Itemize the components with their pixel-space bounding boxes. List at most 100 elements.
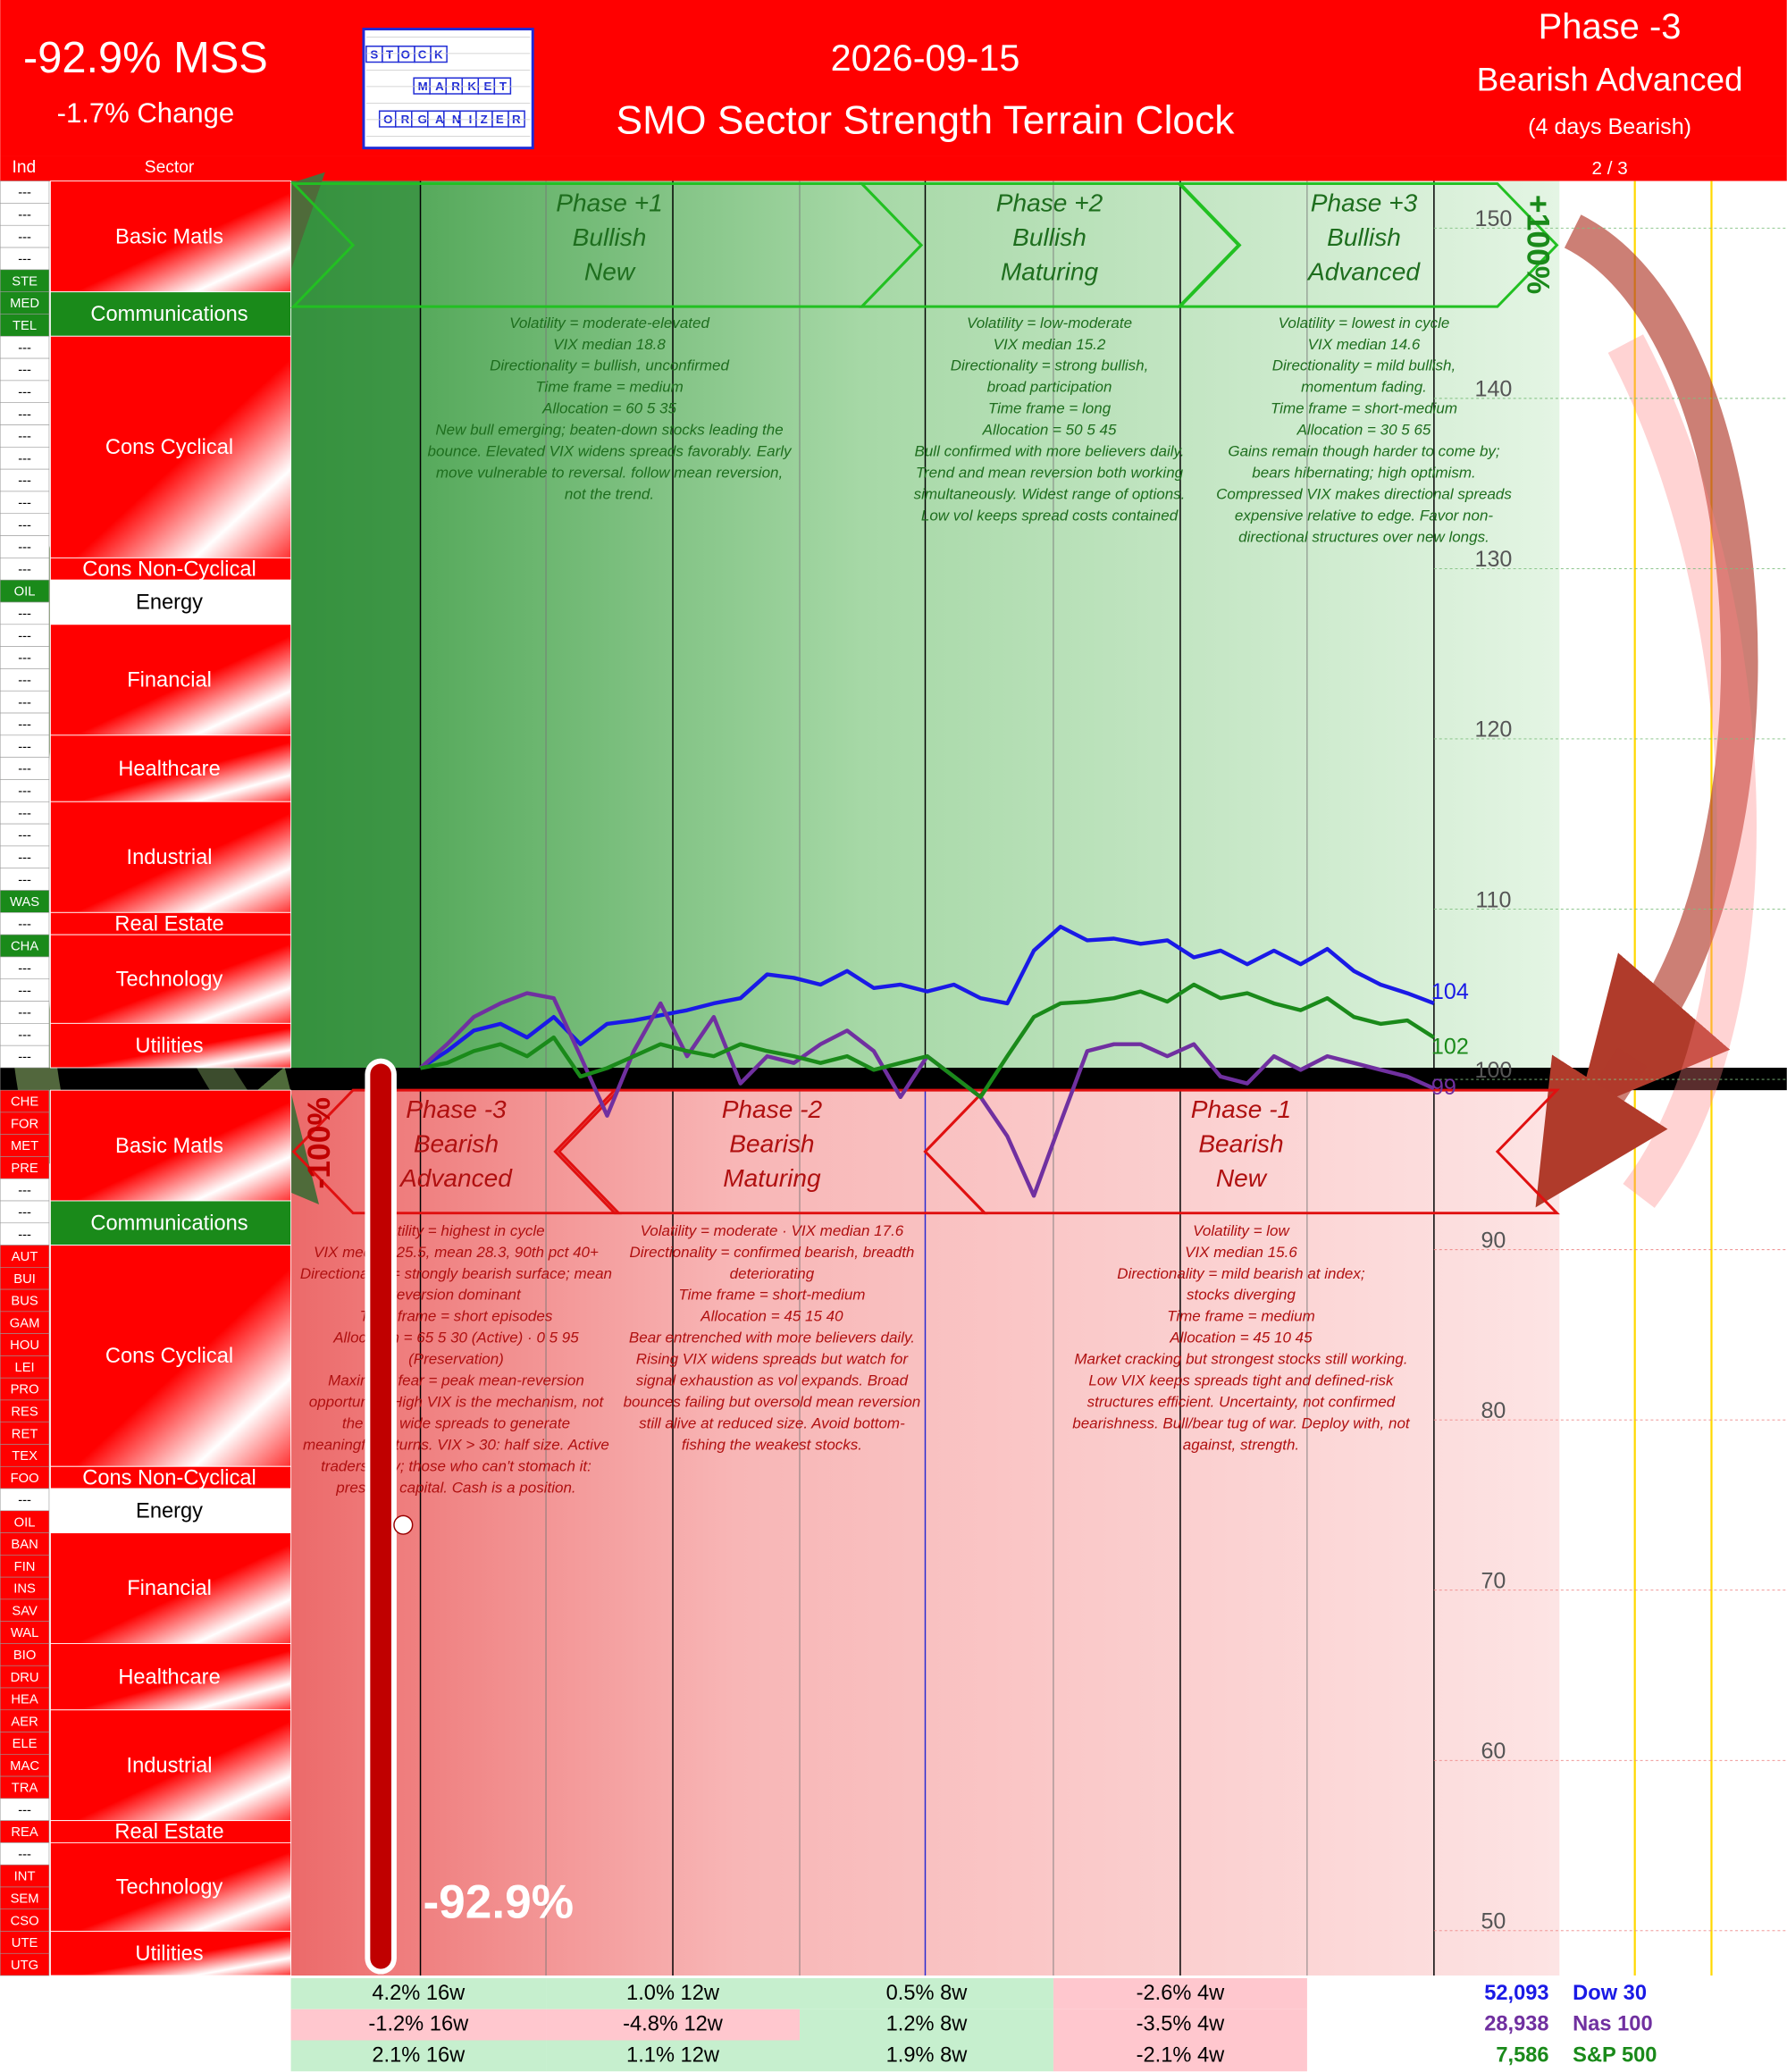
date: 2026-09-15 bbox=[831, 38, 1020, 79]
phase-note: stocks diverging bbox=[1187, 1287, 1296, 1304]
phase-note: VIX median 18.8 bbox=[553, 336, 666, 353]
gauge-value: -92.9% bbox=[423, 1876, 574, 1929]
sector-label: Cons Cyclical bbox=[105, 1345, 233, 1368]
ind-label: GAM bbox=[10, 1316, 40, 1330]
phase-note: Allocation = 60 5 35 bbox=[541, 400, 676, 417]
phase-note: Allocation = 45 10 45 bbox=[1169, 1330, 1313, 1346]
phase-note: against, strength. bbox=[1183, 1436, 1299, 1453]
ind-label: ELE bbox=[13, 1737, 38, 1751]
index-name: Dow 30 bbox=[1573, 1982, 1647, 2005]
scale-bottom: -100% bbox=[301, 1097, 337, 1189]
ind-cell bbox=[0, 1732, 50, 1755]
return-label: 1.0% 12w bbox=[626, 1982, 720, 2005]
ind-cell bbox=[0, 468, 50, 492]
ind-label: --- bbox=[18, 1803, 31, 1817]
ind-label: --- bbox=[18, 385, 31, 399]
sector-cell bbox=[49, 291, 292, 337]
ind-label: CSO bbox=[11, 1914, 39, 1928]
phase-note: opportunity. High VIX is the mechanism, … bbox=[309, 1394, 605, 1411]
ind-label: CHE bbox=[11, 1095, 38, 1110]
phase-title: Phase -1 bbox=[1191, 1095, 1291, 1123]
phase-title: Phase -2 bbox=[722, 1095, 823, 1123]
ind-cell bbox=[0, 1178, 50, 1202]
ind-label: OIL bbox=[14, 1515, 36, 1530]
ind-label: --- bbox=[18, 740, 31, 754]
ind-label: --- bbox=[18, 1028, 31, 1043]
phase-mood: Bearish bbox=[414, 1130, 499, 1158]
ind-cell bbox=[0, 447, 50, 470]
phase-note: structures efficient. Uncertainty, not c… bbox=[1087, 1394, 1396, 1411]
ind-label: PRE bbox=[11, 1162, 38, 1176]
phase-arrow bbox=[1177, 182, 1559, 308]
ind-label: --- bbox=[18, 1206, 31, 1221]
phase-note: Volatility = lowest in cycle bbox=[1279, 315, 1450, 331]
ind-cell bbox=[0, 180, 50, 204]
phase-stage: Maturing bbox=[723, 1164, 821, 1192]
ind-label: SAV bbox=[12, 1604, 38, 1618]
ind-cell bbox=[0, 1488, 50, 1512]
sector-label: Utilities bbox=[135, 1942, 203, 1966]
ind-cell bbox=[0, 1532, 50, 1556]
ind-cell bbox=[0, 1952, 50, 1976]
y-tick-label: 70 bbox=[1481, 1569, 1506, 1594]
ind-cell bbox=[0, 690, 50, 714]
index-name: Nas 100 bbox=[1573, 2013, 1652, 2036]
ind-label: DRU bbox=[11, 1671, 39, 1685]
phase-note: Directionality = confirmed bearish, brea… bbox=[629, 1244, 914, 1261]
sector-cell bbox=[49, 180, 292, 293]
phase-note: expensive relative to edge. Favor non- bbox=[1235, 507, 1494, 524]
return-cell bbox=[290, 2040, 547, 2072]
sector-cell bbox=[49, 734, 292, 802]
sector-cell bbox=[49, 1709, 292, 1822]
return-cell bbox=[799, 2040, 1053, 2072]
phase-note: Directionality = mild bearish at index; bbox=[1117, 1265, 1365, 1282]
ind-label: --- bbox=[18, 762, 31, 776]
ind-label: TEX bbox=[12, 1449, 38, 1464]
ind-label: REA bbox=[11, 1825, 38, 1840]
ind-label: --- bbox=[18, 1184, 31, 1198]
ind-cell bbox=[0, 1156, 50, 1179]
ind-label: --- bbox=[18, 364, 31, 378]
logo-cell bbox=[493, 77, 512, 95]
ind-label: INS bbox=[13, 1582, 36, 1597]
ind-label: --- bbox=[18, 253, 31, 267]
phase-days: (4 days Bearish) bbox=[1528, 114, 1691, 139]
ind-cell bbox=[0, 1444, 50, 1467]
ind-label: BUS bbox=[11, 1295, 38, 1309]
return-label: -3.5% 4w bbox=[1137, 2013, 1226, 2036]
phase-note: Time frame = short-medium bbox=[678, 1287, 865, 1304]
phase-arrow bbox=[291, 1088, 622, 1215]
phase-note: Volatility = low-moderate bbox=[967, 315, 1132, 331]
phase-note: Directionality = bullish, unconfirmed bbox=[490, 357, 729, 374]
phase-note: Low vol keeps spread costs contained bbox=[921, 507, 1179, 524]
index-value: 7,586 bbox=[1496, 2044, 1548, 2068]
phase-note: directional structures over new longs. bbox=[1238, 528, 1489, 545]
phase-mood: Bearish bbox=[1198, 1130, 1283, 1158]
ind-label: TRA bbox=[12, 1782, 38, 1796]
sector-label: Cons Cyclical bbox=[105, 436, 233, 459]
ind-label: --- bbox=[18, 407, 31, 422]
sector-label: Basic Matls bbox=[115, 225, 223, 248]
ind-cell bbox=[0, 1465, 50, 1489]
phase-note: broad participation bbox=[987, 379, 1112, 396]
phase-stage: Advanced bbox=[399, 1164, 513, 1192]
ind-cell bbox=[0, 1555, 50, 1578]
ind-cell bbox=[0, 1908, 50, 1932]
ind-label: INT bbox=[14, 1870, 36, 1884]
ind-cell bbox=[0, 1931, 50, 1954]
ind-label: --- bbox=[18, 696, 31, 710]
ind-label: --- bbox=[18, 961, 31, 976]
phase-mood: Bullish bbox=[573, 223, 647, 251]
phase-stage: Advanced bbox=[1306, 258, 1421, 286]
return-cell bbox=[290, 2009, 547, 2041]
ind-label: --- bbox=[18, 674, 31, 688]
return-label: 4.2% 16w bbox=[372, 1982, 466, 2005]
logo-word: STOCK bbox=[370, 48, 443, 62]
sector-cell bbox=[49, 1465, 292, 1489]
y-tick-label: 140 bbox=[1474, 377, 1512, 402]
y-tick-label: 90 bbox=[1481, 1228, 1506, 1253]
ind-label: --- bbox=[18, 474, 31, 489]
ind-cell bbox=[0, 579, 50, 603]
return-cell bbox=[546, 2040, 800, 2072]
sector-cell bbox=[49, 1089, 292, 1202]
